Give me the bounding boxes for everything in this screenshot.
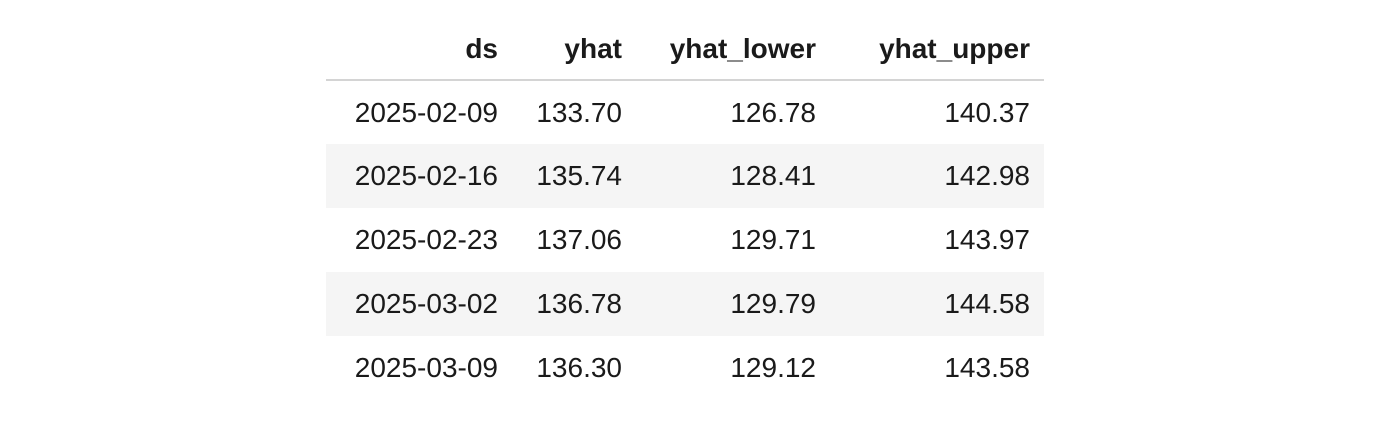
cell-yhat: 133.70 — [536, 96, 622, 128]
cell-yhat-upper: 144.58 — [830, 272, 1044, 336]
column-header-ds: ds — [326, 18, 512, 81]
cell-yhat-lower: 126.78 — [730, 96, 816, 128]
cell-yhat-upper: 143.97 — [944, 224, 1030, 255]
cell-ds: 2025-02-23 — [354, 224, 498, 255]
column-header-yhat-upper: yhat_upper — [830, 18, 1044, 81]
table-row: 2025-02-09 133.70 126.78 140.37 — [326, 80, 1044, 144]
cell-yhat-lower: 129.71 — [730, 224, 816, 255]
table-row: 2025-02-23 137.06 129.71 143.97 — [326, 208, 1044, 272]
cell-ds: 2025-02-09 — [354, 96, 498, 128]
cell-yhat-lower: 129.12 — [730, 352, 816, 383]
header-row: ds yhat yhat_lower yhat_upper — [326, 18, 1044, 81]
cell-ds: 2025-02-16 — [326, 144, 512, 208]
forecast-table: ds yhat yhat_lower yhat_upper 2025-02-09… — [326, 18, 1044, 400]
cell-yhat-lower: 129.79 — [636, 272, 830, 336]
column-header-yhat-lower: yhat_lower — [636, 18, 830, 81]
cell-yhat: 136.30 — [536, 352, 622, 383]
cell-yhat: 137.06 — [536, 224, 622, 255]
column-header-yhat: yhat — [512, 18, 636, 81]
table-row: 2025-02-16 135.74 128.41 142.98 — [326, 144, 1044, 208]
cell-yhat-lower: 128.41 — [636, 144, 830, 208]
table-header: ds yhat yhat_lower yhat_upper — [326, 18, 1044, 81]
table-row: 2025-03-09 136.30 129.12 143.58 — [326, 336, 1044, 400]
cell-ds: 2025-03-02 — [326, 272, 512, 336]
forecast-table-container: ds yhat yhat_lower yhat_upper 2025-02-09… — [326, 18, 1044, 400]
cell-yhat-upper: 140.37 — [944, 96, 1030, 128]
table-row: 2025-03-02 136.78 129.79 144.58 — [326, 272, 1044, 336]
cell-yhat-upper: 142.98 — [830, 144, 1044, 208]
cell-yhat-upper: 143.58 — [944, 352, 1030, 383]
cell-ds: 2025-03-09 — [354, 352, 498, 383]
cell-yhat: 135.74 — [512, 144, 636, 208]
cell-yhat: 136.78 — [512, 272, 636, 336]
table-body: 2025-02-09 133.70 126.78 140.37 2025-02-… — [326, 80, 1044, 400]
